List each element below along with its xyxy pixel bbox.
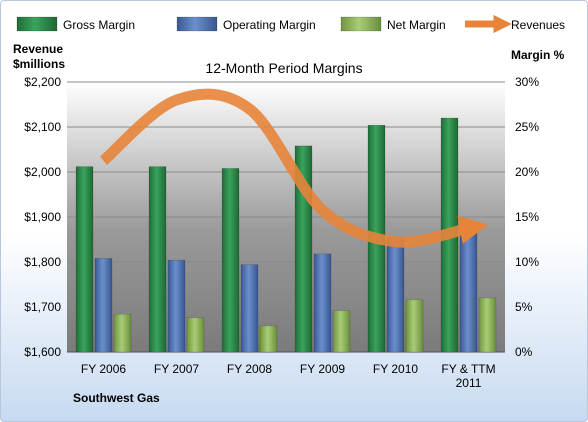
left-tick-label: $1,800 bbox=[24, 255, 61, 269]
operating-margin-bar bbox=[167, 259, 186, 353]
category-label: FY 2009 bbox=[300, 362, 345, 376]
gridlines bbox=[67, 81, 505, 353]
company-label: Southwest Gas bbox=[73, 391, 160, 405]
operating-margin-bar bbox=[94, 258, 113, 353]
operating-margin-bar bbox=[240, 264, 259, 353]
category-labels: FY 2006 FY 2007 FY 2008 FY 2009 FY 2010 FY & … bbox=[81, 362, 496, 390]
right-tick-label: 15% bbox=[515, 210, 539, 224]
right-tick-label: 0% bbox=[515, 345, 533, 359]
category-label: FY 2008 bbox=[227, 362, 272, 376]
operating-margin-bar bbox=[313, 253, 332, 353]
legend-label: Revenues bbox=[511, 18, 565, 32]
legend-label: Operating Margin bbox=[223, 18, 316, 32]
right-tick-label: 5% bbox=[515, 300, 533, 314]
net-margin-bar bbox=[186, 317, 205, 353]
category-label: FY 2007 bbox=[154, 362, 199, 376]
right-tick-label: 25% bbox=[515, 120, 539, 134]
net-margin-bar bbox=[478, 297, 497, 353]
operating-margin-bar bbox=[459, 232, 478, 353]
left-tick-label: $1,600 bbox=[24, 345, 61, 359]
legend-swatch-operating-margin bbox=[176, 16, 218, 32]
net-margin-bar bbox=[405, 299, 424, 353]
left-axis-ticks: $1,600 $1,700 $1,800 $1,900 $2,000 $2,100 $2,2… bbox=[24, 75, 61, 359]
left-tick-label: $2,000 bbox=[24, 165, 61, 179]
right-tick-label: 10% bbox=[515, 255, 539, 269]
right-tick-label: 20% bbox=[515, 165, 539, 179]
operating-margin-bar bbox=[386, 237, 405, 353]
right-tick-label: 30% bbox=[515, 75, 539, 89]
legend-swatch-net-margin bbox=[340, 16, 382, 32]
net-margin-bar bbox=[113, 313, 132, 353]
legend-swatch-gross-margin bbox=[16, 16, 58, 32]
category-label: FY & TTM 2011 bbox=[441, 362, 495, 390]
revenues-line bbox=[99, 88, 489, 248]
right-axis-ticks: 0% 5% 10% 15% 20% 25% 30% bbox=[515, 75, 539, 359]
legend-label: Gross Margin bbox=[63, 18, 135, 32]
gross-margin-bar bbox=[75, 166, 94, 353]
category-label: FY 2006 bbox=[81, 362, 126, 376]
category-label: FY 2010 bbox=[373, 362, 418, 376]
left-axis-label-line2: $millions bbox=[13, 57, 65, 71]
chart-title: 12-Month Period Margins bbox=[205, 60, 362, 76]
gross-margin-bar bbox=[148, 166, 167, 353]
net-margin-bar bbox=[332, 310, 351, 353]
gross-margin-bar bbox=[221, 168, 240, 353]
left-tick-label: $1,700 bbox=[24, 300, 61, 314]
revenue-line-group bbox=[99, 88, 489, 248]
net-margin-bar bbox=[259, 325, 278, 353]
left-tick-label: $2,100 bbox=[24, 120, 61, 134]
right-axis-label: Margin % bbox=[511, 48, 565, 62]
left-tick-label: $2,200 bbox=[24, 75, 61, 89]
legend: Gross Margin Operating Margin Net Margin Re… bbox=[16, 14, 565, 34]
legend-label: Net Margin bbox=[387, 18, 446, 32]
left-tick-label: $1,900 bbox=[24, 210, 61, 224]
left-axis-label-line1: Revenue bbox=[13, 42, 63, 56]
